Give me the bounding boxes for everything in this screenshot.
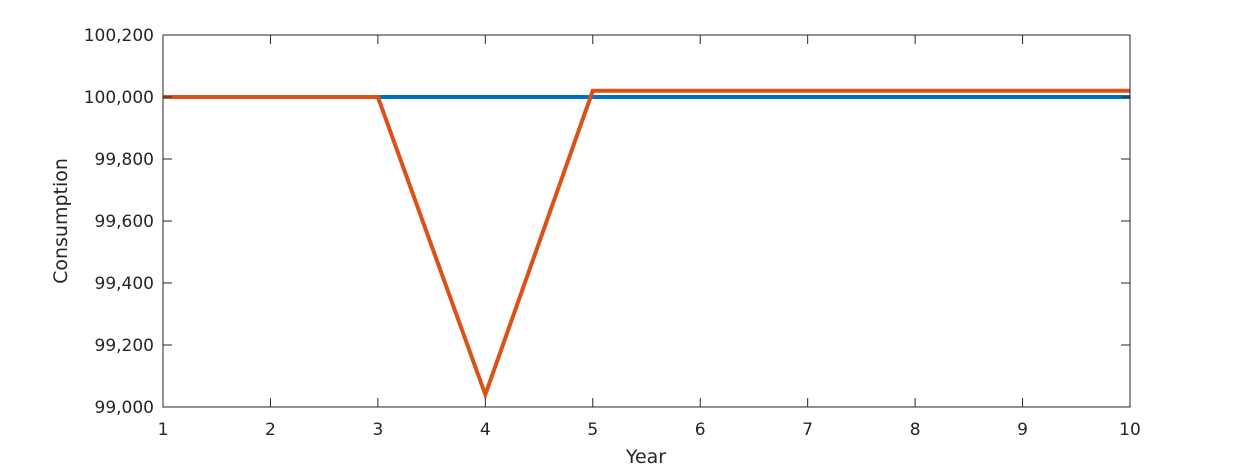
x-tick-label-6: 6 — [695, 420, 706, 440]
x-tick-label-4: 4 — [480, 420, 491, 440]
x-tick-labels: 1 2 3 4 5 6 7 8 9 10 — [158, 420, 1141, 440]
ticks-layer — [162, 34, 1131, 408]
y-tick-label-1: 99,000 — [95, 398, 154, 418]
x-tick-label-8: 8 — [910, 420, 921, 440]
y-tick-label-7: 100,200 — [84, 26, 154, 46]
y-tick-label-3: 99,400 — [95, 274, 154, 294]
y-tick-label-6: 100,000 — [84, 88, 154, 108]
x-tick-label-5: 5 — [587, 420, 598, 440]
series-line-2 — [163, 88, 1130, 401]
x-tick-label-2: 2 — [265, 420, 276, 440]
x-tick-label-9: 9 — [1017, 420, 1028, 440]
series-layer — [163, 88, 1130, 401]
x-tick-label-7: 7 — [802, 420, 813, 440]
x-axis-label: Year — [625, 446, 666, 468]
y-tick-labels: 99,000 99,200 99,400 99,600 99,800 100,000 100… — [84, 26, 154, 418]
x-tick-label-3: 3 — [372, 420, 383, 440]
x-tick-label-1: 1 — [158, 420, 169, 440]
y-tick-label-4: 99,600 — [95, 212, 154, 232]
y-axis-label: Consumption — [50, 158, 72, 284]
x-tick-label-10: 10 — [1119, 420, 1141, 440]
y-tick-label-2: 99,200 — [95, 336, 154, 356]
y-tick-label-5: 99,800 — [95, 150, 154, 170]
